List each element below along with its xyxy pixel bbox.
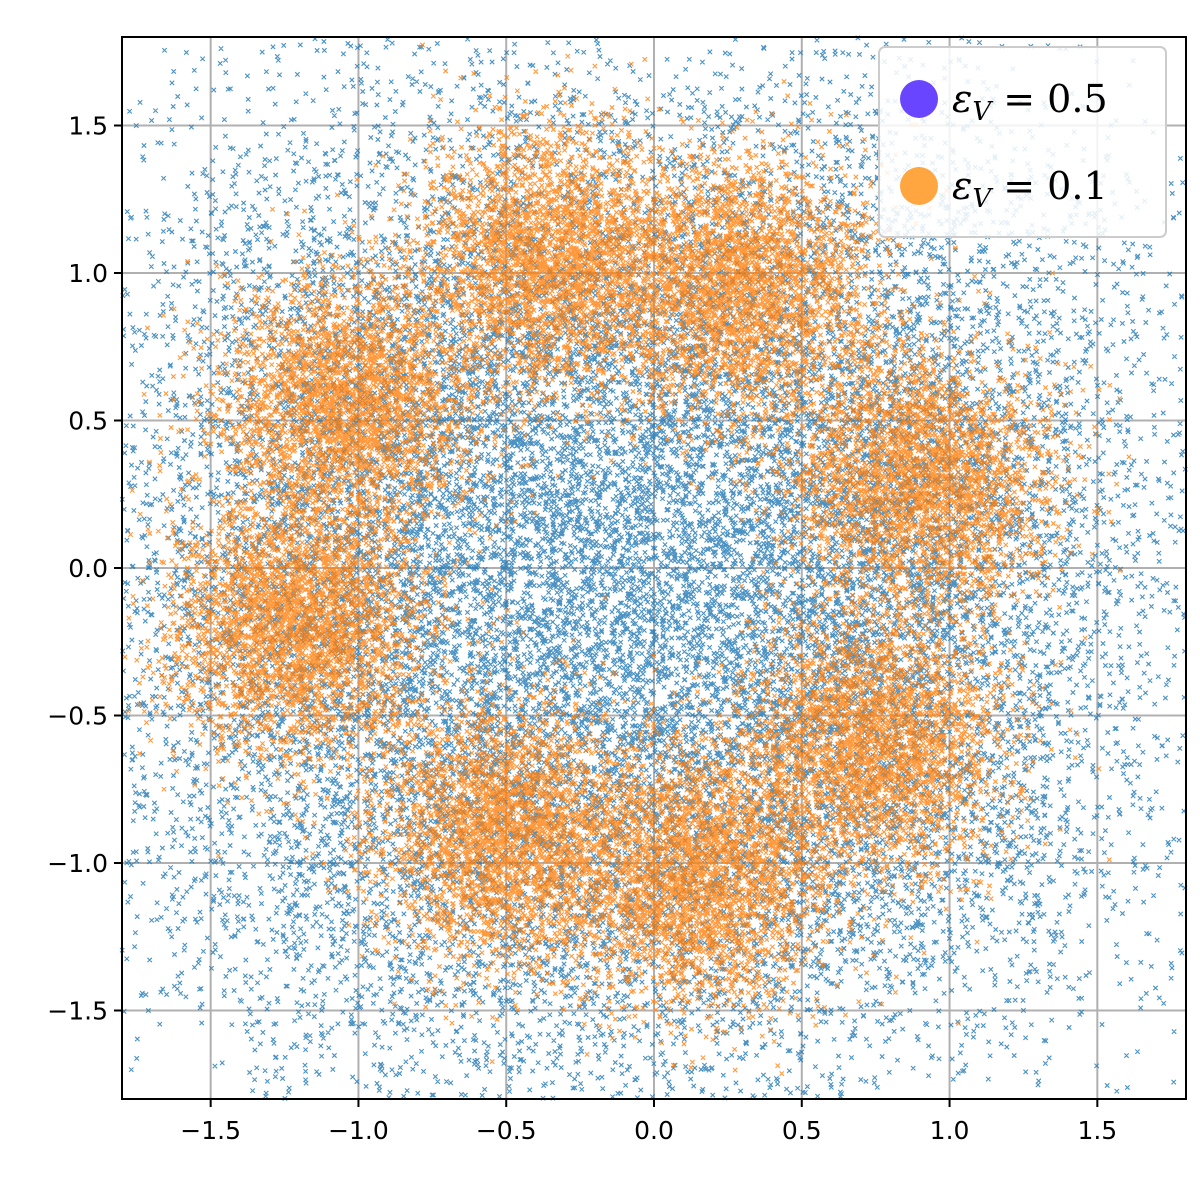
x-tick-label: 1.0	[930, 1116, 970, 1145]
x-tick-label: −1.0	[328, 1116, 389, 1145]
legend-box	[878, 46, 1167, 238]
y-tick-label: 1.0	[68, 259, 108, 288]
y-tick-label: 1.5	[68, 112, 108, 141]
x-tick-label: −1.5	[180, 1116, 241, 1145]
y-tick-label: 0.5	[68, 407, 108, 436]
legend-marker-series-2	[900, 167, 938, 205]
legend-label-series-2: εV = 0.1	[952, 164, 1108, 214]
series-2-markers	[122, 42, 1132, 1077]
x-tick-label: 0.5	[782, 1116, 822, 1145]
x-axis-ticks: −1.5 −1.0 −0.5 0.0 0.5 1.0 1.5	[180, 1099, 1117, 1145]
series-2-points	[122, 42, 1132, 1077]
scatter-points	[119, 35, 1188, 1101]
legend-label-series-1: εV = 0.5	[952, 77, 1108, 127]
y-tick-label: −1.5	[47, 997, 108, 1026]
y-axis-ticks: −1.5 −1.0 −0.5 0.0 0.5 1.0 1.5	[47, 112, 122, 1026]
x-tick-label: 1.5	[1077, 1116, 1117, 1145]
y-tick-label: −1.0	[47, 849, 108, 878]
x-tick-label: 0.0	[634, 1116, 674, 1145]
legend: εV = 0.5 εV = 0.1	[878, 46, 1167, 238]
y-tick-label: −0.5	[47, 702, 108, 731]
x-tick-label: −0.5	[476, 1116, 537, 1145]
y-tick-label: 0.0	[68, 554, 108, 583]
legend-marker-series-1	[900, 80, 938, 118]
